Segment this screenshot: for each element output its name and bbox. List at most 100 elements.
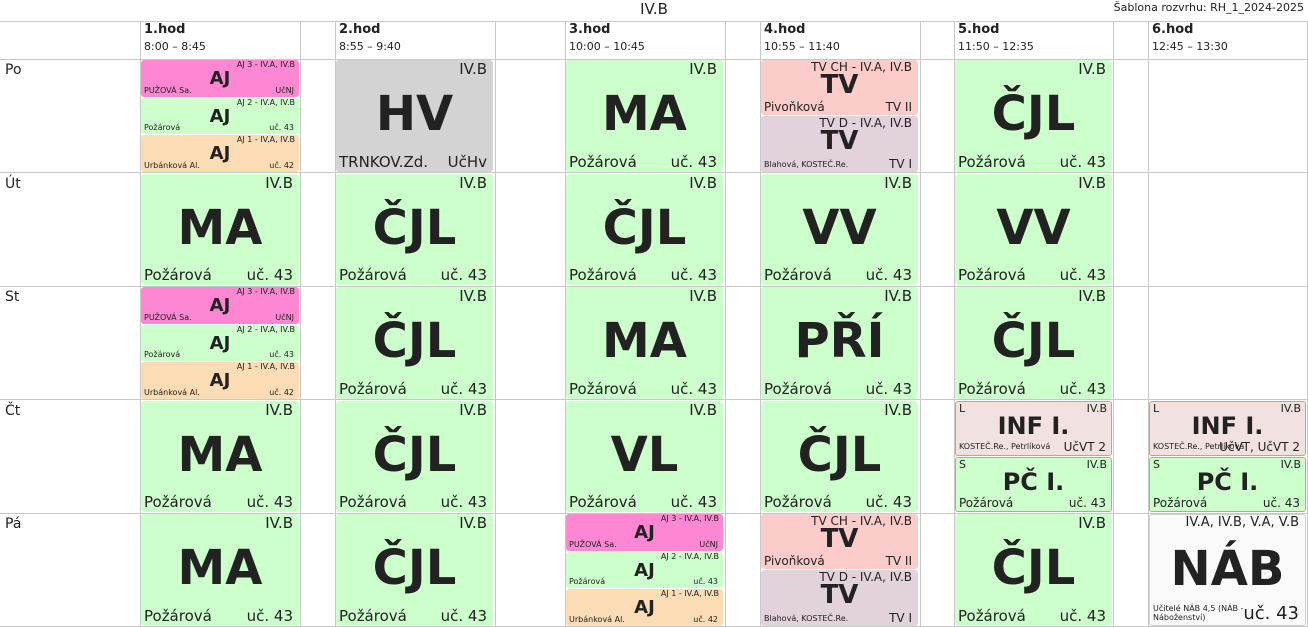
lesson-subject: AJ [209,332,231,354]
day-label: St [5,289,20,305]
lesson-class: AJ 3 - IV.A, IV.B [236,287,295,296]
lesson-full[interactable]: IV.B PŘÍ Požárová uč. 43 [761,287,918,399]
lesson-full[interactable]: IV.B MA Požárová uč. 43 [566,287,723,399]
group-letter: S [959,457,966,471]
lesson-room: TV II [885,100,912,115]
lesson-room: uč. 42 [693,614,718,624]
lesson-subject: VV [996,199,1071,256]
lesson-class: TV CH - IV.A, IV.B [811,60,912,74]
lesson-teacher: KOSTEČ.Re., Petrlíková [1153,441,1245,451]
period-time: 8:55 – 9:40 [339,40,401,53]
lesson-room: uč. 43 [1262,496,1300,510]
lesson-grp[interactable]: L IV.B INF I. KOSTEČ.Re., Petrlíková UčVT, U… [1149,400,1306,456]
lesson-part[interactable]: AJ 1 - IV.A, IV.B AJ Urbánková Al. uč. 42 [141,362,299,399]
lesson-teacher: Požárová [144,123,181,132]
lesson-part[interactable]: AJ 3 - IV.A, IV.B AJ PUŽOVÁ Sa. UčNJ [141,287,299,324]
lesson-class: AJ 1 - IV.A, IV.B [236,135,295,144]
lesson-part[interactable]: AJ 2 - IV.A, IV.B AJ Požárová uč. 43 [566,551,723,588]
lesson-full[interactable]: IV.B MA Požárová uč. 43 [141,514,299,626]
lesson-part[interactable]: AJ 2 - IV.A, IV.B AJ Požárová uč. 43 [141,324,299,361]
lesson-teacher: KOSTEČ.Re., Petrlíková [959,441,1051,451]
lesson-tv[interactable]: TV D - IV.A, IV.B TV Blahová, KOSTEČ.Re. TV… [761,570,918,626]
lesson-full[interactable]: IV.B ČJL Požárová uč. 43 [955,514,1112,626]
lesson-class: IV.B [1078,287,1106,305]
lesson-full[interactable]: IV.B ČJL Požárová uč. 43 [336,514,493,626]
lesson-room: uč. 43 [670,493,717,511]
period-header: 6.hod 12:45 – 13:30 [1148,21,1307,59]
period-number: 4.hod [764,22,806,37]
lesson-part[interactable]: AJ 3 - IV.A, IV.B AJ PUŽOVÁ Sa. UčNJ [566,514,723,551]
lesson-full[interactable]: IV.B ČJL Požárová uč. 43 [761,400,918,512]
lesson-class: IV.B [1078,60,1106,78]
lesson-subject: ČJL [991,540,1076,596]
lesson-teacher: Požárová [959,496,1014,510]
period-number: 5.hod [958,22,1000,37]
lesson-class: AJ 3 - IV.A, IV.B [660,514,719,523]
lesson-grp[interactable]: L IV.B INF I. KOSTEČ.Re., Petrlíková UčVT 2 [955,400,1112,456]
lesson-subject: MA [177,540,263,596]
lesson-room: UčNJ [275,85,294,95]
lesson-full[interactable]: IV.B ČJL Požárová uč. 43 [336,173,493,285]
lesson-class: IV.B [884,287,912,305]
lesson-teacher: Požárová [339,606,407,625]
lesson-subject: MA [602,86,687,142]
lesson-subject: MA [177,199,263,256]
lesson-teacher: PUŽOVÁ Sa. [144,85,192,95]
lesson-tv[interactable]: TV CH - IV.A, IV.B TV Pivoňková TV II [761,514,918,570]
lesson-nab[interactable]: IV.A, IV.B, V.A, V.B NÁB Učitelé NÁB 4,5 (… [1149,514,1306,626]
lesson-subject: VL [610,426,679,483]
lesson-full[interactable]: IV.B MA Požárová uč. 43 [566,60,723,172]
lesson-room: uč. 43 [440,493,487,511]
lesson-full[interactable]: IV.B ČJL Požárová uč. 43 [955,287,1112,399]
lesson-tv[interactable]: TV D - IV.A, IV.B TV Blahová, KOSTEČ.Re. TV… [761,116,918,172]
lesson-full[interactable]: IV.B ČJL Požárová uč. 43 [336,400,493,512]
period-time: 12:45 – 13:30 [1152,40,1228,53]
day-label: Pá [5,516,22,532]
lesson-full[interactable]: IV.B ČJL Požárová uč. 43 [336,287,493,399]
lesson-grp[interactable]: S IV.B PČ I. Požárová uč. 43 [1149,456,1306,512]
grid-row-line [0,59,1308,60]
lesson-room: uč. 42 [269,160,294,170]
period-time: 10:55 – 11:40 [764,40,840,53]
lesson-full[interactable]: IV.B HV TRNKOV.Zd. UčHv [336,60,493,172]
lesson-part[interactable]: AJ 1 - IV.A, IV.B AJ Urbánková Al. uč. 42 [566,589,723,626]
lesson-full[interactable]: IV.B VV Požárová uč. 43 [955,173,1112,285]
lesson-full[interactable]: IV.B ČJL Požárová uč. 43 [566,173,723,285]
lesson-full[interactable]: IV.B ČJL Požárová uč. 43 [955,60,1112,172]
lesson-room: uč. 43 [1059,266,1106,284]
group-letter: L [959,401,966,415]
lesson-room: uč. 43 [440,266,487,284]
lesson-class: IV.B [459,400,487,419]
lesson-full[interactable]: IV.B VL Požárová uč. 43 [566,400,723,512]
lesson-class: IV.A, IV.B, V.A, V.B [1185,515,1299,530]
lesson-part[interactable]: AJ 1 - IV.A, IV.B AJ Urbánková Al. uč. 42 [141,135,299,172]
lesson-subject: AJ [209,105,231,127]
lesson-room: UčVT 2 [1063,439,1106,454]
lesson-full[interactable]: IV.B MA Požárová uč. 43 [141,173,299,285]
lesson-part[interactable]: AJ 3 - IV.A, IV.B AJ PUŽOVÁ Sa. UčNJ [141,60,299,97]
grid-row-line [0,286,1308,287]
lesson-class: IV.B [689,287,717,305]
lesson-subject: AJ [634,597,655,618]
lesson-teacher: Učitelé NÁB 4,5 (NÁB - Náboženství) [1153,603,1244,622]
lesson-room: uč. 43 [1059,379,1106,398]
lesson-teacher: Požárová [764,493,832,511]
lesson-teacher: Požárová [144,350,181,359]
grid-column-line [335,21,336,626]
lesson-subject: AJ [634,559,655,581]
lesson-full[interactable]: IV.B VV Požárová uč. 43 [761,173,918,285]
lesson-room: TV I [889,610,912,625]
lesson-teacher: Požárová [1153,496,1208,510]
day-label: Po [5,62,22,78]
lesson-tv[interactable]: TV CH - IV.A, IV.B TV Pivoňková TV II [761,60,918,116]
period-number: 1.hod [144,22,186,37]
lesson-full[interactable]: IV.B MA Požárová uč. 43 [141,400,299,512]
lesson-part[interactable]: AJ 2 - IV.A, IV.B AJ Požárová uč. 43 [141,97,299,134]
lesson-subject: PŘÍ [794,313,885,369]
lesson-room: uč. 43 [246,493,293,511]
lesson-room: uč. 42 [269,387,294,397]
lesson-grp[interactable]: S IV.B PČ I. Požárová uč. 43 [955,456,1112,512]
grid-row-line [0,513,1308,514]
grid-column-line [954,21,955,626]
lesson-class: AJ 1 - IV.A, IV.B [236,362,295,371]
